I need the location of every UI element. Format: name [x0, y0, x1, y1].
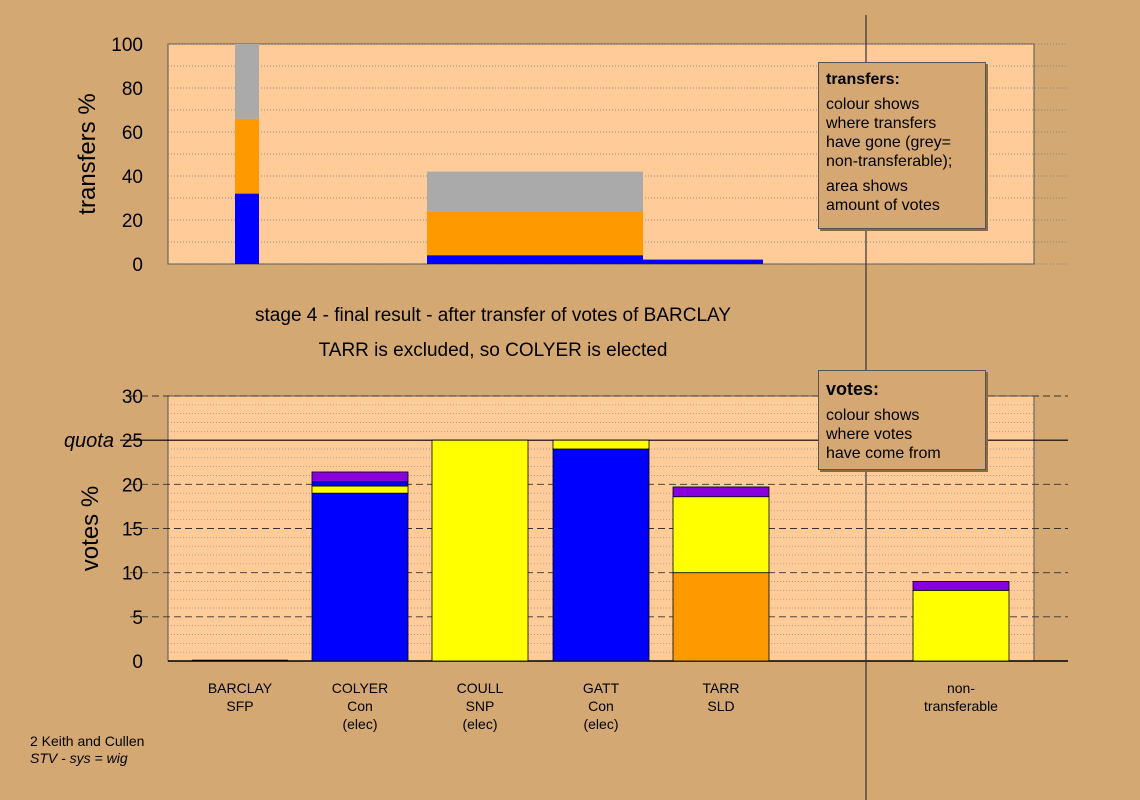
candidate-party: SNP — [466, 698, 495, 714]
votes-legend-title: votes: — [826, 379, 880, 399]
vote-bar-segment — [431, 439, 529, 662]
transfers-legend-text-1: colour shows where transfers have gone (… — [826, 96, 953, 170]
transfer-bar-segment — [427, 255, 643, 264]
votes-tick-label: 10 — [122, 564, 143, 585]
credit-line-2: STV - sys = wig — [30, 750, 128, 766]
candidate-party: SLD — [707, 698, 734, 714]
votes-tick-label: 20 — [122, 475, 143, 496]
transfers-tick-label: 80 — [122, 79, 143, 100]
votes-tick-label: 5 — [132, 608, 143, 629]
credit: 2 Keith and Cullen STV - sys = wig — [30, 733, 144, 767]
votes-legend-box: votes: colour shows where votes have com… — [818, 370, 986, 470]
candidate-party: SFP — [226, 698, 253, 714]
candidate-name: non- — [947, 680, 975, 696]
candidate-name: COLYER — [332, 680, 389, 696]
candidate-party: Con — [347, 698, 373, 714]
candidate-name: BARCLAY — [208, 680, 273, 696]
quota-label: quota — [64, 430, 114, 452]
transfer-bar-segment — [235, 118, 259, 194]
transfer-bar-segment — [427, 171, 643, 212]
votes-tick-label: 30 — [122, 387, 143, 408]
candidate-party: transferable — [924, 698, 998, 714]
transfers-legend-title: transfers: — [826, 71, 900, 88]
vote-bar-segment — [311, 485, 409, 494]
transfer-bar-segment — [643, 259, 763, 264]
vote-bar-segment — [552, 448, 650, 662]
vote-bar-segment — [311, 492, 409, 662]
vote-bar-segment — [552, 439, 650, 450]
transfer-bar-segment — [235, 193, 259, 264]
transfer-bar-segment — [235, 44, 259, 119]
vote-bar-segment — [912, 581, 1010, 591]
votes-tick-label: 0 — [132, 652, 143, 673]
candidate-name: COULL — [457, 680, 504, 696]
votes-tick-label: 25 — [122, 431, 143, 452]
candidate-party: Con — [588, 698, 614, 714]
candidate-status: (elec) — [583, 716, 618, 732]
vote-bar-segment — [672, 572, 770, 662]
candidate-name: TARR — [702, 680, 739, 696]
transfers-tick-label: 0 — [132, 255, 143, 276]
vote-bar-segment — [672, 496, 770, 574]
transfers-legend-text-2: area shows amount of votes — [826, 178, 940, 214]
candidate-status: (elec) — [462, 716, 497, 732]
vote-bar-segment — [311, 481, 409, 487]
transfers-tick-label: 40 — [122, 167, 143, 188]
vote-bar-segment — [672, 486, 770, 498]
transfers-axis-label: transfers % — [74, 93, 101, 214]
transfer-bar-segment — [427, 211, 643, 256]
stage-heading: stage 4 - final result - after transfer … — [255, 305, 731, 326]
candidate-status: (elec) — [342, 716, 377, 732]
votes-legend-text: colour shows where votes have come from — [826, 407, 941, 462]
votes-tick-label: 15 — [122, 520, 143, 541]
vote-bar-segment — [311, 471, 409, 483]
candidate-name: GATT — [583, 680, 620, 696]
vote-bar-segment — [912, 589, 1010, 662]
transfers-tick-label: 60 — [122, 123, 143, 144]
credit-line-1: 2 Keith and Cullen — [30, 733, 145, 749]
result-heading: TARR is excluded, so COLYER is elected — [318, 340, 668, 361]
votes-axis-label: votes % — [77, 486, 104, 571]
transfers-tick-label: 20 — [122, 211, 143, 232]
transfers-tick-label: 100 — [111, 35, 143, 56]
transfers-legend-box: transfers: colour shows where transfers … — [818, 62, 986, 229]
